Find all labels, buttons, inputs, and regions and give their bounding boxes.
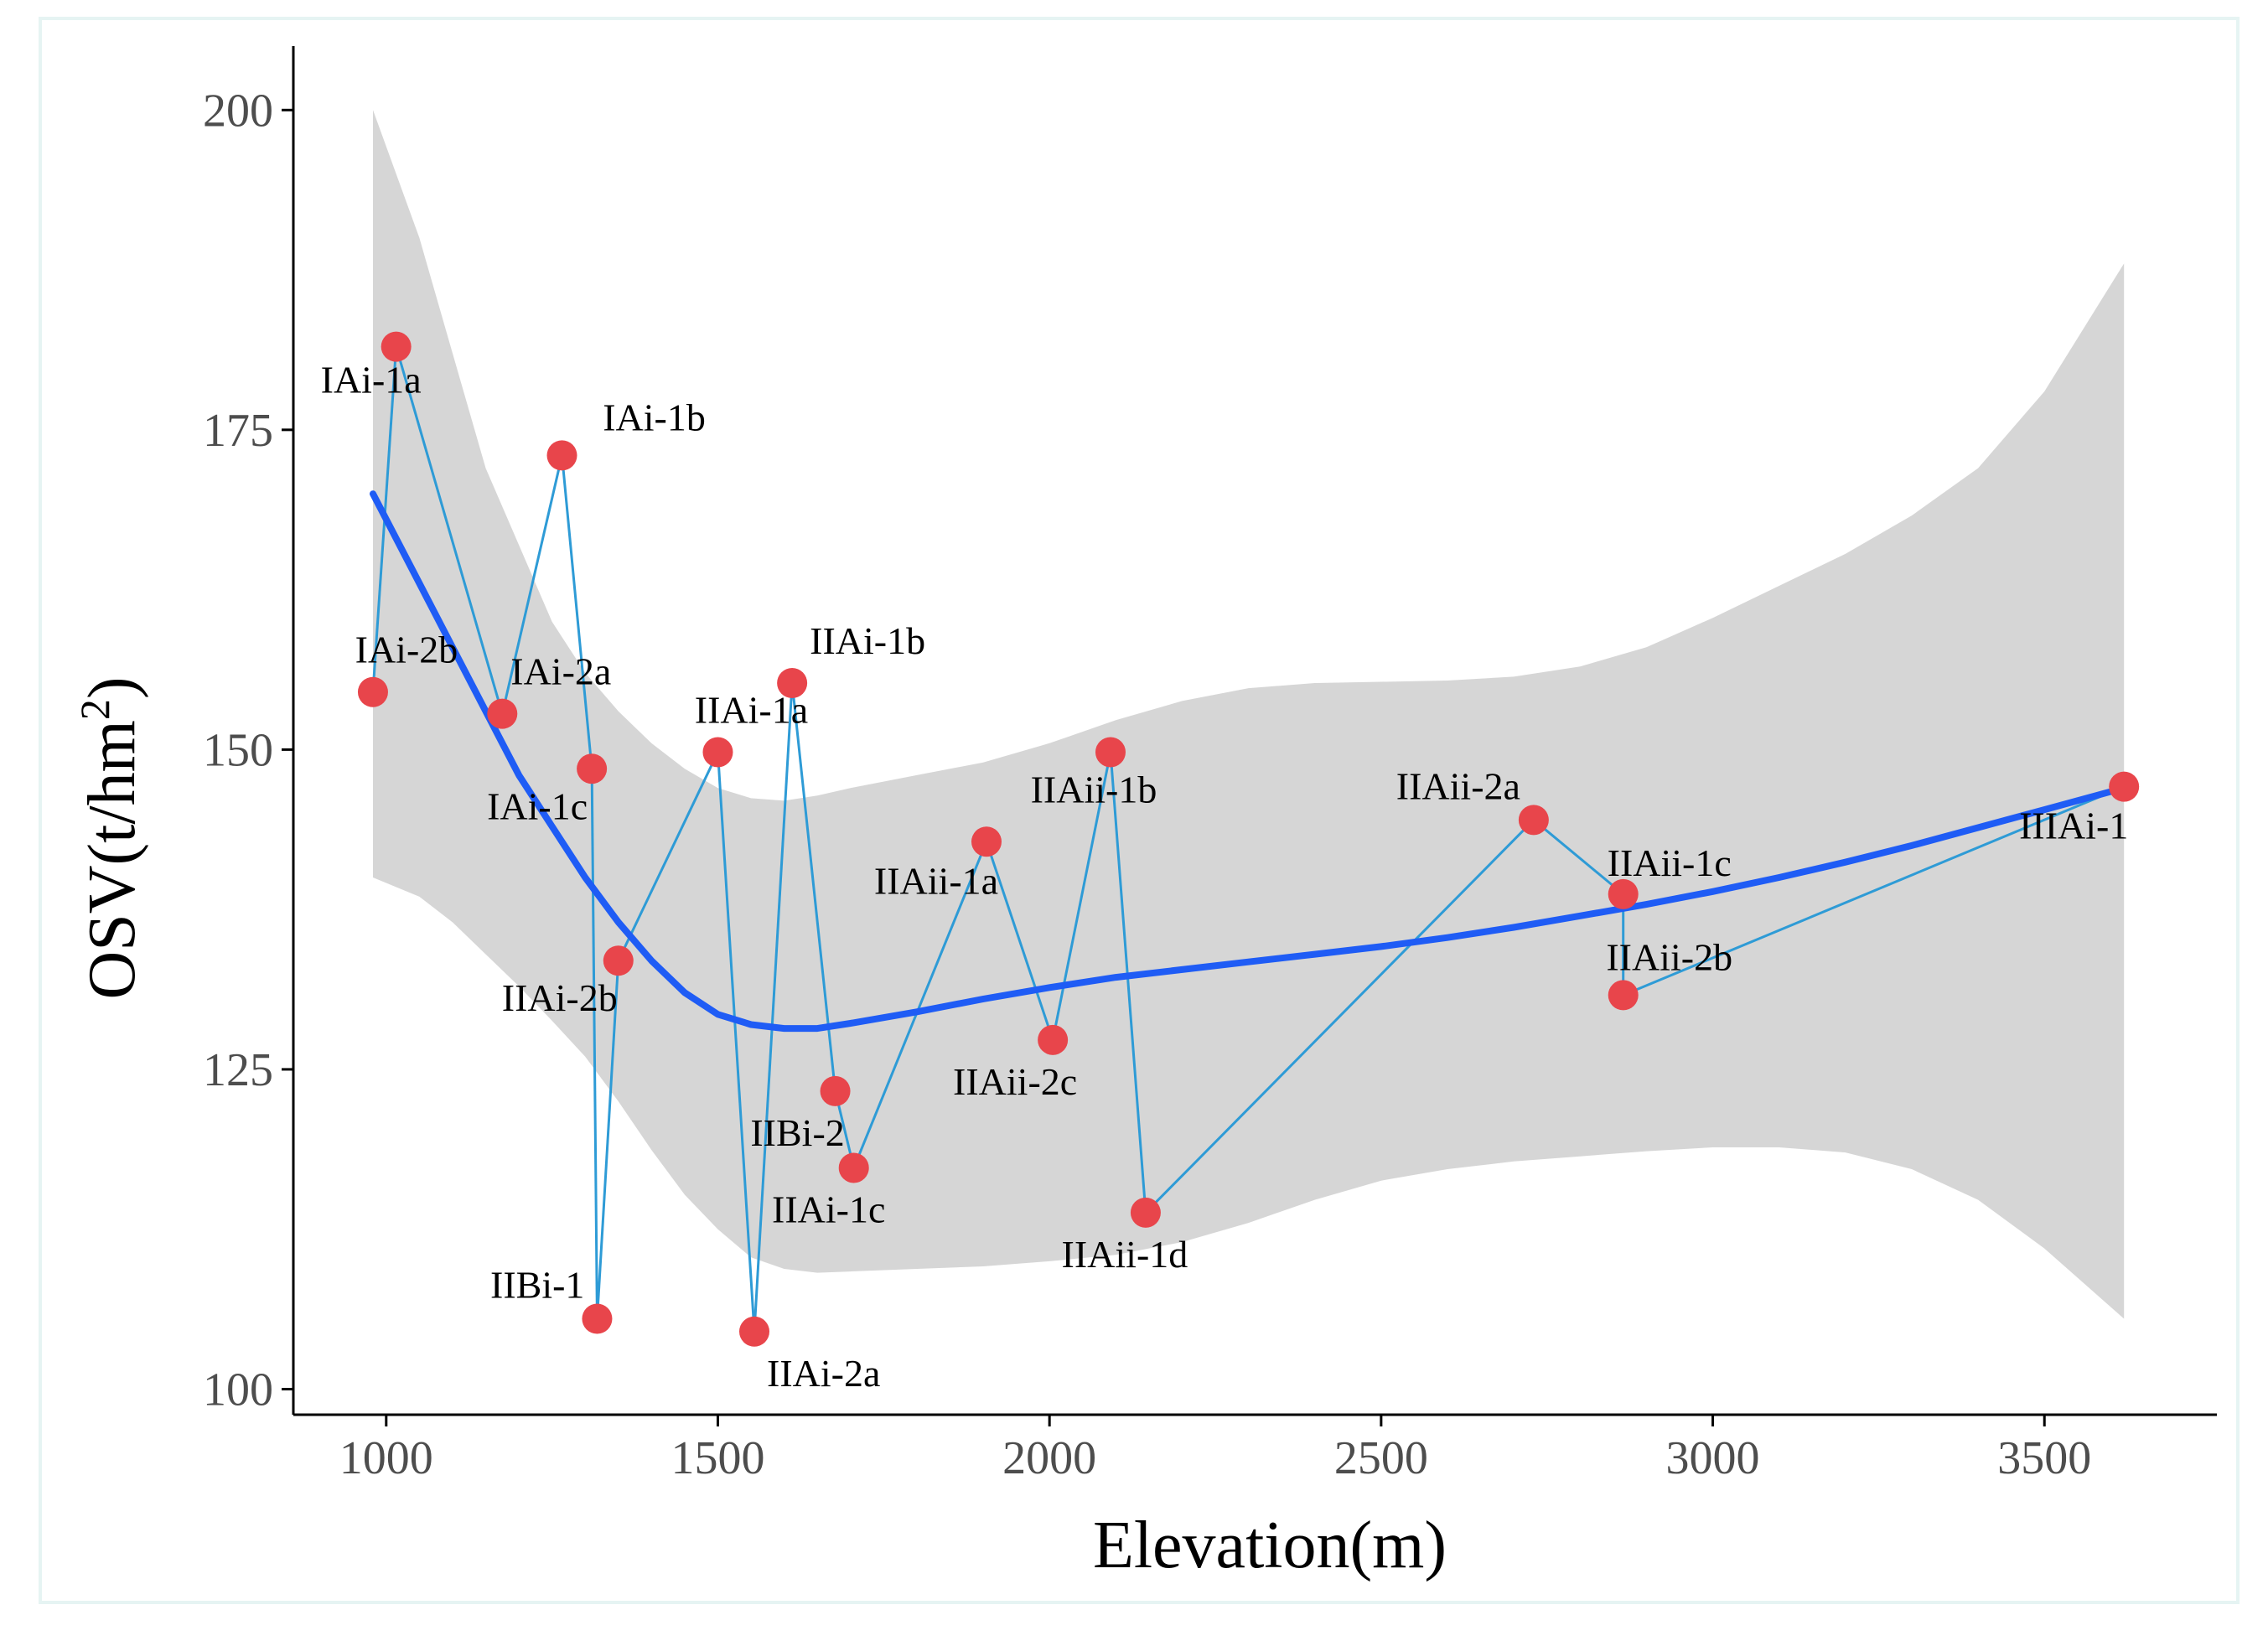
data-point xyxy=(546,440,577,471)
point-label: IIAi-2b xyxy=(502,976,618,1019)
connector-segment xyxy=(1051,752,1112,1041)
y-tick-label: 125 xyxy=(203,1044,273,1096)
connector-segment xyxy=(500,455,563,714)
y-axis-title-main: OSV(t/hm xyxy=(75,720,149,999)
connector-line-layer xyxy=(371,346,2125,1332)
y-tick-label: 100 xyxy=(203,1364,273,1416)
point-label: IIAii-1b xyxy=(1031,768,1157,810)
confidence-band xyxy=(373,110,2125,1319)
connector-segment xyxy=(561,455,593,769)
connector-segment xyxy=(753,682,794,1332)
data-point xyxy=(487,698,518,729)
point-label: IIAii-1c xyxy=(1608,841,1732,884)
data-point xyxy=(739,1316,770,1347)
data-point xyxy=(1095,737,1126,768)
point-label: IIBi-2 xyxy=(750,1111,844,1154)
connector-segment xyxy=(1144,819,1535,1214)
data-point xyxy=(838,1152,869,1183)
y-tick-label: 150 xyxy=(203,724,273,776)
y-axis-title: OSV(t/hm2) xyxy=(71,677,149,1000)
connector-segment xyxy=(790,682,837,1092)
connector-segment xyxy=(395,346,504,715)
data-point xyxy=(702,737,733,768)
point-label: IIAii-1d xyxy=(1062,1233,1188,1276)
data-point xyxy=(603,945,634,976)
smooth-fit-line xyxy=(370,490,2128,1033)
x-tick-label: 3000 xyxy=(1666,1432,1760,1484)
point-label: IAi-1c xyxy=(487,784,588,827)
connector-segment xyxy=(595,960,620,1319)
point-label: IIAi-1a xyxy=(695,688,808,731)
x-tick-label: 3500 xyxy=(1997,1432,2091,1484)
x-tick-label: 2000 xyxy=(1002,1432,1096,1484)
point-label: IAi-2a xyxy=(510,650,611,693)
data-point xyxy=(1038,1024,1069,1055)
x-axis-title: Elevation(m) xyxy=(1093,1509,1447,1582)
connector-segment xyxy=(985,841,1054,1041)
data-point xyxy=(1608,980,1639,1011)
point-label: IAi-2b xyxy=(355,629,458,671)
fit-line-layer xyxy=(370,490,2128,1033)
y-axis-title-close: ) xyxy=(75,677,149,700)
data-point xyxy=(357,676,388,707)
confidence-band-layer xyxy=(373,110,2125,1319)
data-point xyxy=(1518,805,1549,836)
connector-segment xyxy=(1623,785,2125,997)
point-label: IIIAi-1 xyxy=(2019,805,2128,847)
y-axis-title-superscript: 2 xyxy=(71,699,118,720)
point-label-layer: IAi-2b IAi-1a IAi-2a IAi-1b IAi-1c IIBi-1 IIAi… xyxy=(321,359,2129,1395)
connector-segment xyxy=(590,769,598,1319)
point-label: IIAii-2b xyxy=(1606,935,1732,978)
point-label: IAi-1a xyxy=(321,359,422,401)
connector-segment xyxy=(1109,752,1147,1213)
axis-layer: 1000 1500 2000 2500 3000 3500 100 125 150 175 200 xyxy=(203,46,2217,1484)
data-point xyxy=(820,1075,851,1106)
connector-segment xyxy=(1532,819,1624,896)
y-tick-label: 175 xyxy=(203,405,273,457)
data-point xyxy=(577,753,608,784)
point-label: IIAi-1c xyxy=(772,1188,885,1230)
y-tick-label: 200 xyxy=(203,85,273,137)
data-point xyxy=(2109,771,2140,802)
x-tick-label: 1000 xyxy=(339,1432,433,1484)
data-point xyxy=(1130,1197,1161,1228)
x-tick-label: 1500 xyxy=(671,1432,764,1484)
x-tick-label: 2500 xyxy=(1334,1432,1428,1484)
point-label: IAi-1b xyxy=(603,396,706,438)
point-label: IIAii-2a xyxy=(1396,764,1520,807)
data-point-layer xyxy=(357,331,2140,1347)
connector-segment xyxy=(716,752,756,1332)
connector-segment xyxy=(617,751,719,961)
point-label: IIAi-2a xyxy=(767,1352,880,1395)
connector-segment xyxy=(852,841,988,1169)
data-point xyxy=(381,331,412,362)
point-label: IIAii-2c xyxy=(953,1060,1077,1103)
data-point xyxy=(777,668,808,699)
data-point xyxy=(582,1303,613,1334)
data-point xyxy=(1608,878,1639,909)
point-label: IIAi-1b xyxy=(810,619,925,662)
point-label: IIBi-1 xyxy=(490,1264,584,1307)
point-label: IIAii-1a xyxy=(874,859,998,902)
data-point xyxy=(971,826,1002,857)
